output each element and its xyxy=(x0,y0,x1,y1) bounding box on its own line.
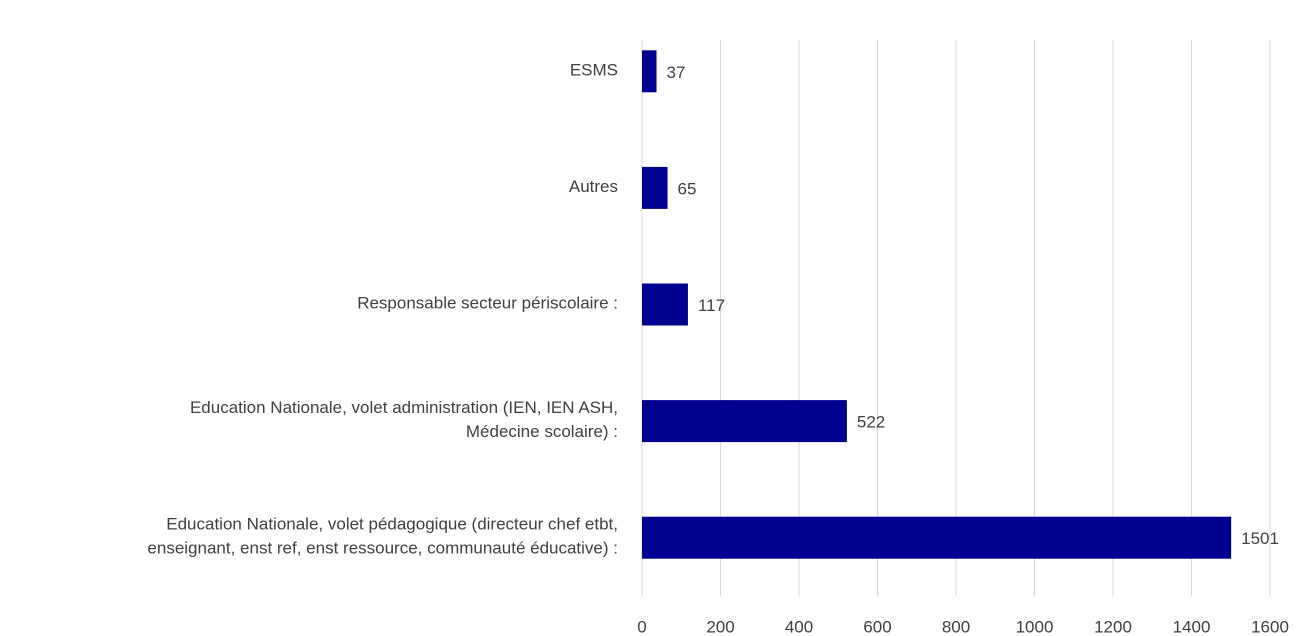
x-tick-label: 400 xyxy=(785,617,813,636)
y-tick-label: Education Nationale, volet administratio… xyxy=(190,399,618,442)
bar xyxy=(642,166,668,209)
x-tick-label: 1400 xyxy=(1173,617,1211,636)
y-tick-label: ESMS xyxy=(570,61,618,80)
y-tick-label: Responsable secteur périscolaire : xyxy=(357,294,618,313)
value-label: 522 xyxy=(857,413,885,432)
x-tick-label: 200 xyxy=(706,617,734,636)
bar xyxy=(642,50,657,93)
x-tick-label: 800 xyxy=(942,617,970,636)
bar xyxy=(642,400,847,443)
value-label: 1501 xyxy=(1241,529,1279,548)
value-label: 65 xyxy=(678,179,697,198)
y-tick-label: Education Nationale, volet pédagogique (… xyxy=(143,515,618,558)
x-tick-label: 600 xyxy=(863,617,891,636)
value-label: 37 xyxy=(667,63,686,82)
x-tick-label: 1600 xyxy=(1251,617,1289,636)
bar xyxy=(642,283,688,326)
bar xyxy=(642,516,1232,559)
x-tick-label: 1200 xyxy=(1094,617,1132,636)
x-tick-label: 1000 xyxy=(1016,617,1054,636)
x-tick-label: 0 xyxy=(637,617,646,636)
value-label: 117 xyxy=(698,296,725,315)
y-tick-label: Autres xyxy=(569,177,618,196)
